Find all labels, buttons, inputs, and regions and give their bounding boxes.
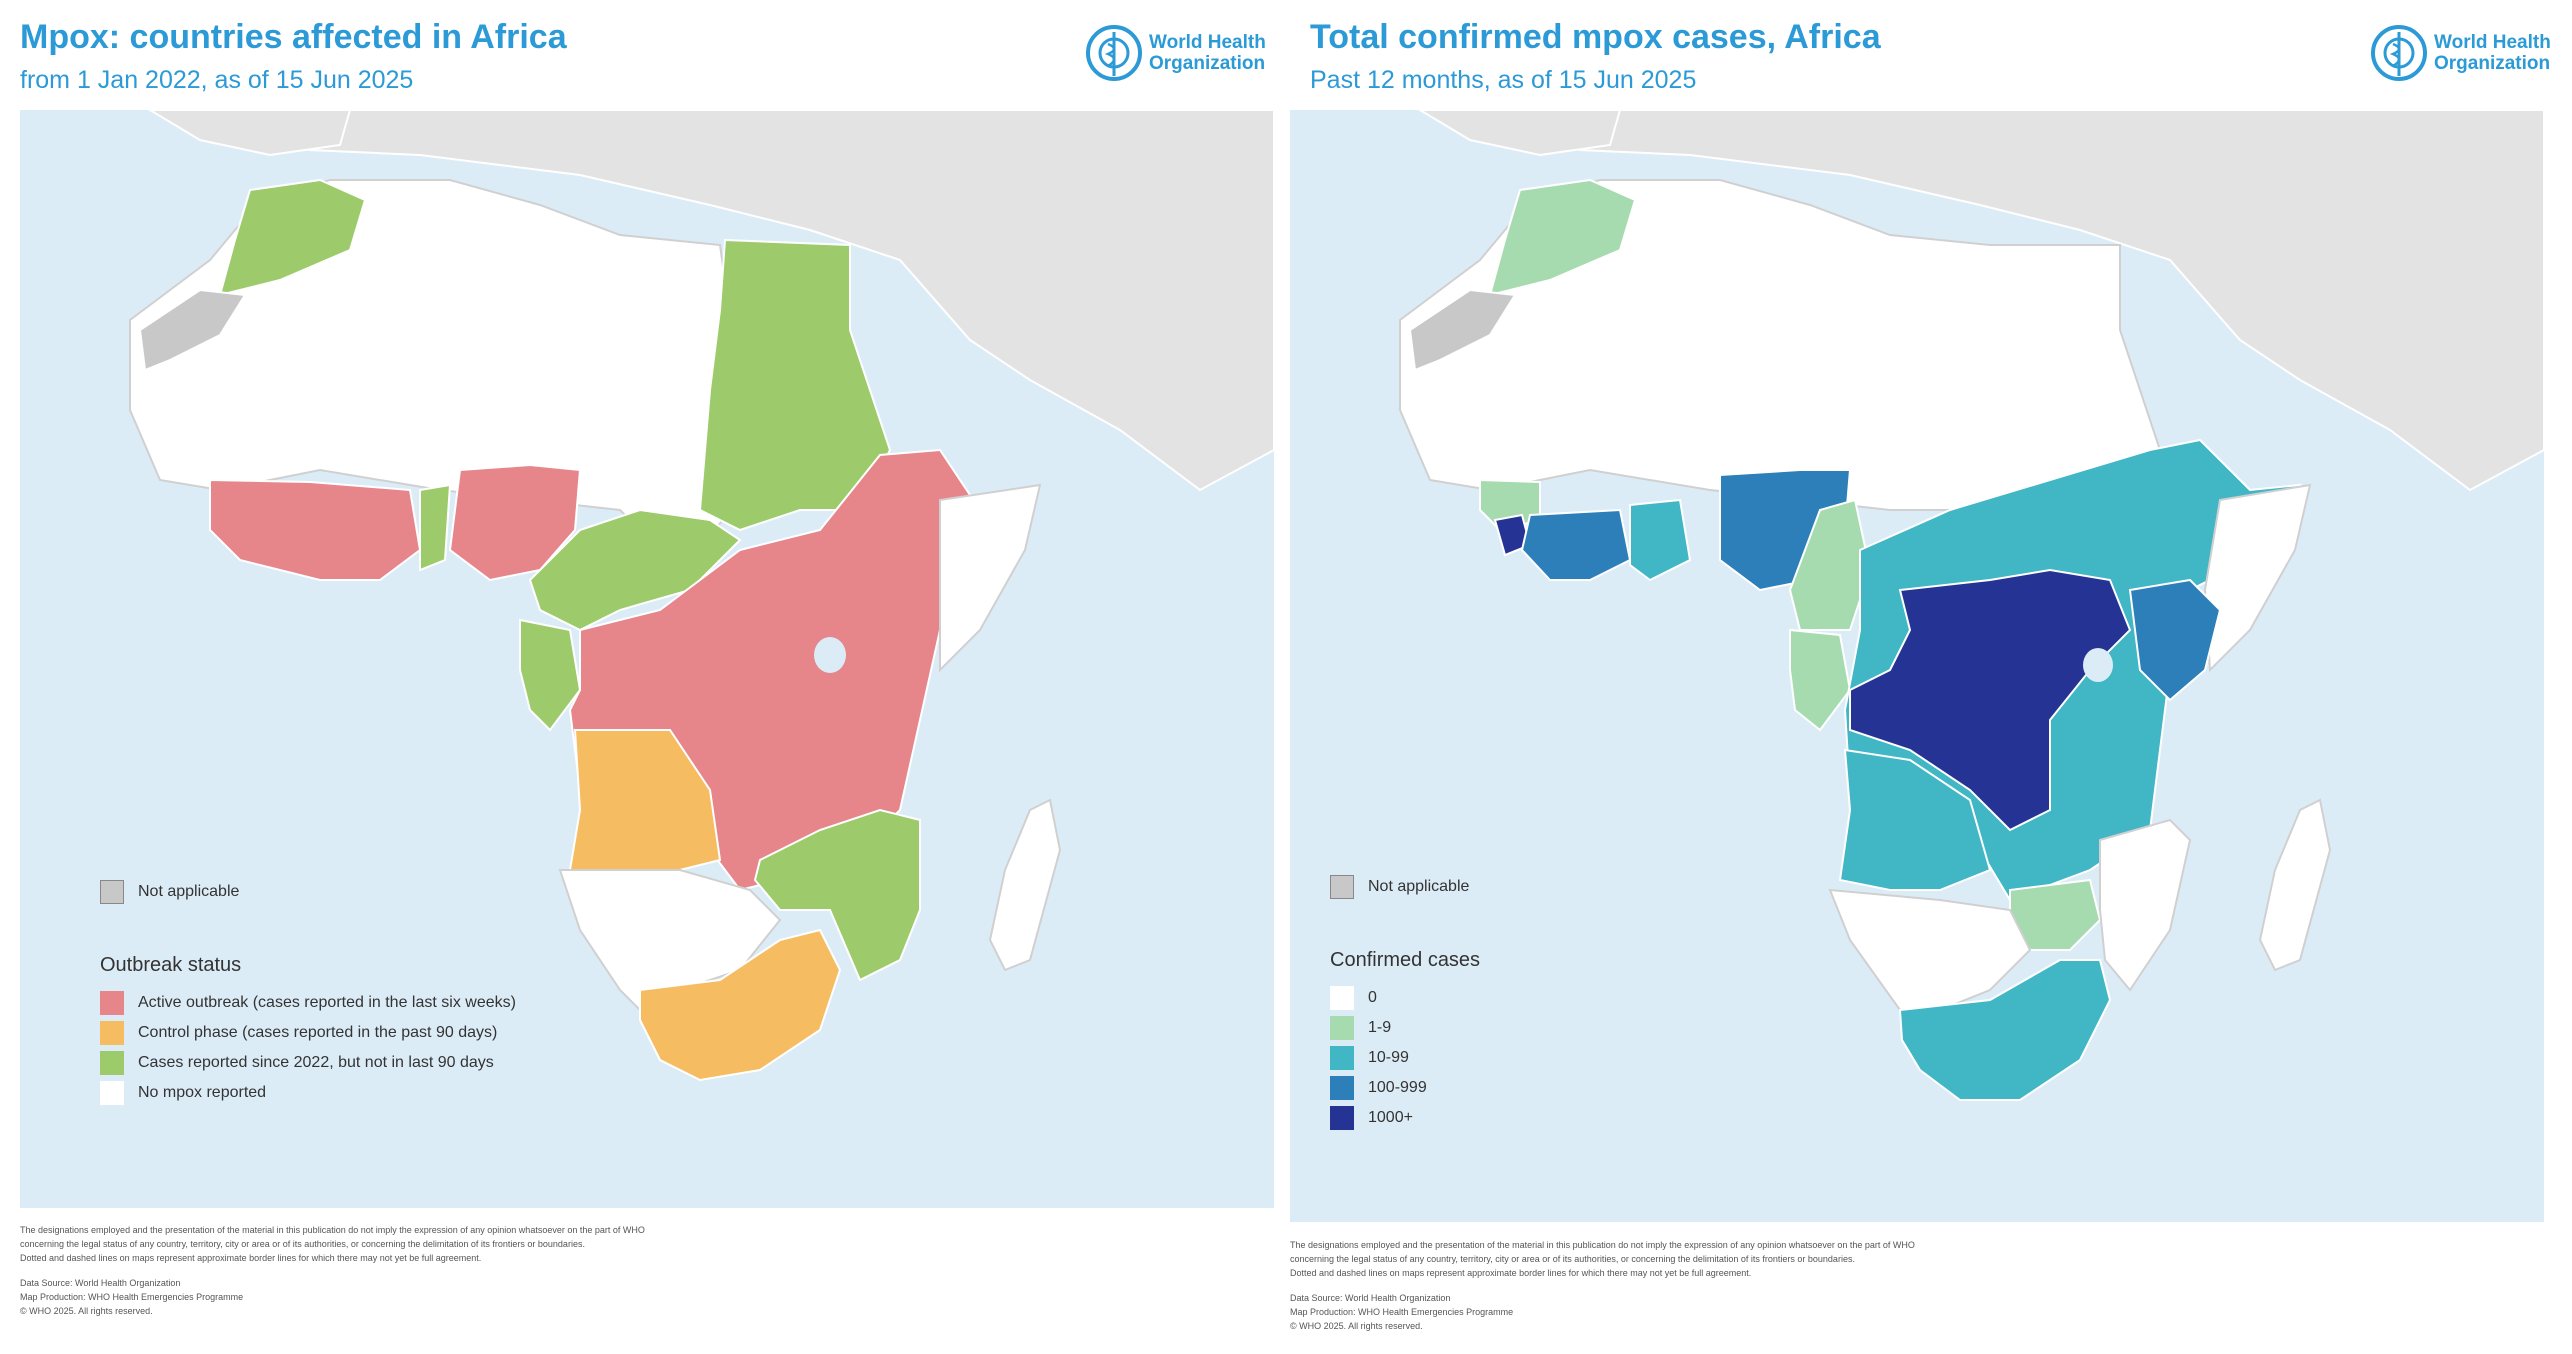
disclaimer: The designations employed and the presen… <box>20 1225 1020 1320</box>
legend-heading: Outbreak status <box>100 954 242 976</box>
who-logo: World Health Organization <box>1085 22 1266 84</box>
credit-line: Data Source: World Health Organization <box>20 1278 181 1288</box>
legend-item-control: Control phase (cases reported in the pas… <box>138 1024 498 1041</box>
morocco <box>1488 178 1637 297</box>
legend-swatch-100-999 <box>1330 1076 1354 1100</box>
credit-line: Map Production: WHO Health Emergencies P… <box>1290 1307 1514 1317</box>
mozambique <box>2099 818 2192 992</box>
other-land <box>288 110 1274 492</box>
disclaimer-line: The designations employed and the presen… <box>20 1225 645 1235</box>
liberia-cote-divoire <box>1520 508 1632 581</box>
gabon-congo <box>1789 628 1852 732</box>
western-sahara <box>138 288 247 372</box>
legend-item-past: Cases reported since 2022, but not in la… <box>138 1054 494 1071</box>
legend-item-0: 0 <box>1368 989 1377 1006</box>
credit-line: Map Production: WHO Health Emergencies P… <box>20 1292 244 1302</box>
other-land-spain <box>148 110 352 157</box>
disclaimer-line: Dotted and dashed lines on maps represen… <box>1290 1268 1752 1278</box>
western-sahara <box>1408 288 1517 372</box>
legend-item-active: Active outbreak (cases reported in the l… <box>138 994 516 1011</box>
who-emblem-icon <box>1086 25 1142 81</box>
legend-heading: Confirmed cases <box>1330 949 1481 971</box>
egypt-sudan <box>698 238 892 532</box>
namibia-botswana <box>1828 888 2032 1011</box>
disclaimer: The designations employed and the presen… <box>1290 1240 2290 1335</box>
disclaimer-line: concerning the legal status of any count… <box>20 1239 585 1249</box>
africa-map <box>1290 110 2544 1222</box>
disclaimer-line: The designations employed and the presen… <box>1290 1240 1915 1250</box>
drc <box>1849 568 2132 832</box>
legend-swatch-control <box>100 1021 124 1045</box>
confirmed-cases-map-panel: Total confirmed mpox cases, Africa Past … <box>1290 0 2572 1354</box>
horn-of-africa <box>939 483 1042 673</box>
other-land <box>1558 110 2544 492</box>
nigeria <box>448 463 582 582</box>
legend-swatch-none <box>100 1081 124 1105</box>
lake-victoria <box>2083 648 2113 682</box>
legend-swatch-0 <box>1330 986 1354 1010</box>
other-land-spain <box>1418 110 1622 157</box>
kenya <box>2128 578 2222 702</box>
map-subtitle: from 1 Jan 2022, as of 15 Jun 2025 <box>20 66 414 94</box>
gabon-congo <box>519 618 582 732</box>
legend-item-10-99: 10-99 <box>1368 1049 1409 1066</box>
southeast-africa-green <box>753 808 921 982</box>
not-applicable-label: Not applicable <box>1368 878 1470 895</box>
cameroon <box>1788 498 1872 631</box>
ghana-togo <box>1629 498 1692 582</box>
credit-line: Data Source: World Health Organization <box>1290 1293 1451 1303</box>
africa-map <box>20 110 1274 1208</box>
map-legend: Not applicable Outbreak status Active ou… <box>100 880 516 1111</box>
logo-line2: Organization <box>1149 53 1266 74</box>
legend-item-none: No mpox reported <box>138 1084 267 1101</box>
disclaimer-line: Dotted and dashed lines on maps represen… <box>20 1253 482 1263</box>
legend-item-100-999: 100-999 <box>1368 1079 1427 1096</box>
who-emblem-icon <box>2371 25 2427 81</box>
morocco <box>218 178 367 297</box>
legend-swatch-past <box>100 1051 124 1075</box>
legend-swatch-10-99 <box>1330 1046 1354 1070</box>
map-title: Mpox: countries affected in Africa <box>20 18 567 56</box>
west-africa-red <box>209 478 422 581</box>
map-title: Total confirmed mpox cases, Africa <box>1310 18 1881 56</box>
not-applicable-swatch <box>1330 875 1354 899</box>
legend-item-1-9: 1-9 <box>1368 1019 1392 1036</box>
outbreak-status-map-panel: Mpox: countries affected in Africa from … <box>0 0 1282 1354</box>
angola <box>1838 748 1992 891</box>
legend-swatch-active <box>100 991 124 1015</box>
south-africa <box>639 928 842 1082</box>
legend-item-1000-plus: 1000+ <box>1368 1109 1413 1126</box>
chad-cameroon <box>528 508 742 632</box>
map-subtitle: Past 12 months, as of 15 Jun 2025 <box>1310 66 1697 94</box>
madagascar <box>2258 798 2332 972</box>
logo-line2: Organization <box>2434 53 2551 74</box>
who-logo: World Health Organization <box>2370 22 2551 84</box>
madagascar <box>988 798 1062 972</box>
ghana <box>419 483 452 572</box>
legend-swatch-1000-plus <box>1330 1106 1354 1130</box>
credit-line: © WHO 2025. All rights reserved. <box>20 1306 153 1316</box>
map-legend: Not applicable Confirmed cases 0 1-9 10-… <box>1330 875 1480 1136</box>
logo-line1: World Health <box>1149 32 1266 53</box>
not-applicable-label: Not applicable <box>138 883 240 900</box>
not-applicable-swatch <box>100 880 124 904</box>
namibia-botswana <box>558 869 782 1012</box>
legend-swatch-1-9 <box>1330 1016 1354 1040</box>
disclaimer-line: concerning the legal status of any count… <box>1290 1254 1855 1264</box>
lake-victoria <box>814 637 846 673</box>
horn-of-africa <box>2203 483 2312 673</box>
credit-line: © WHO 2025. All rights reserved. <box>1290 1321 1423 1331</box>
logo-line1: World Health <box>2434 32 2551 53</box>
south-africa <box>1898 959 2112 1101</box>
